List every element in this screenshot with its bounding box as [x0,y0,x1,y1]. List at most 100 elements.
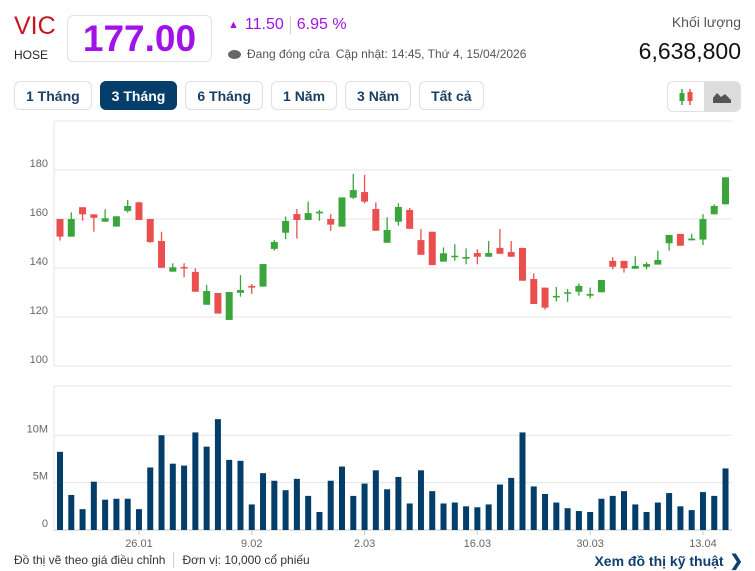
volume-bar [113,498,120,530]
candle-body [507,252,515,257]
range-selector: 1 Tháng 3 Tháng 6 Tháng 1 Năm 3 Năm Tất cả [14,81,484,110]
candle-down [372,202,380,231]
volume-bar [226,459,233,530]
candle-body [609,260,617,267]
change-value: 11.50 [244,16,284,33]
candle-body [236,290,244,293]
volume-bar [429,491,436,530]
candle-down [609,257,617,270]
candle-body [688,238,696,241]
candle-body [440,253,448,262]
volume-bar [530,486,537,530]
candle-body [293,214,301,220]
volume-bar [135,509,142,530]
candle-up [236,275,244,297]
candle-body [169,267,177,272]
volume-bar [677,506,684,530]
chart-type-toggle [667,81,741,112]
candle-up [699,214,707,245]
candle-down [327,214,335,231]
candle-down [406,207,414,229]
candle-up [575,283,583,296]
candle-up [349,173,357,199]
candle-down [56,219,64,241]
candle-up [101,209,109,222]
candle-body [203,291,211,305]
volume-bar [282,490,289,530]
candle-up [586,287,594,299]
volume-bar [327,480,334,530]
candle-down [90,214,98,232]
candle-body [191,271,199,292]
price-tick-label: 160 [30,207,48,219]
candle-up [225,292,233,320]
area-chart-button[interactable] [704,82,740,111]
candle-body [643,264,651,267]
candle-body [586,293,594,296]
volume-bar [339,466,345,530]
volume-bar [688,510,695,530]
range-button-0[interactable]: 1 Tháng [14,81,92,110]
range-button-4[interactable]: 3 Năm [345,81,412,110]
current-price: 177.00 [67,15,212,62]
candle-body [665,234,673,244]
candle-down [158,231,166,268]
candle-down [676,233,684,246]
volume-bar [417,470,424,530]
candle-down [473,249,481,265]
candle-down [146,219,154,243]
range-button-3[interactable]: 1 Năm [271,81,338,110]
volume-bar [214,419,221,530]
candle-up [688,233,696,241]
candle-up [169,263,177,272]
range-button-2[interactable]: 6 Tháng [185,81,264,110]
candle-body [338,197,346,227]
volume-bar [248,504,255,530]
candlestick-series [56,173,730,320]
volume-bar [192,432,199,530]
volume-bar [553,502,560,530]
candle-down [620,260,628,273]
candle-body [112,216,120,227]
chart-footnote: Đồ thị vẽ theo giá điều chỉnh Đơn vị: 10… [14,552,310,568]
ticker-symbol: VIC [14,12,56,40]
candle-up [462,248,470,265]
volume-bar [260,473,267,530]
candle-up [338,197,346,227]
status-dot-icon [228,49,241,59]
candle-up [631,256,639,269]
candle-body [541,287,549,308]
candle-body [56,219,64,237]
candle-down [79,207,87,221]
candle-body [270,242,278,249]
exchange-label: HOSE [14,48,49,62]
chart-grid [53,120,732,535]
volume-bar [158,435,165,530]
candle-body [631,266,639,269]
volume-bar [666,493,673,530]
candle-body [462,256,470,259]
candle-body [451,255,459,258]
technical-chart-link[interactable]: Xem đồ thị kỹ thuật ❯ [594,551,743,571]
volume-bar [519,432,526,530]
candlestick-chart-button[interactable] [668,82,704,111]
volume-bar [147,467,154,530]
candle-down [507,241,515,257]
range-button-1[interactable]: 3 Tháng [99,81,178,110]
candle-up [112,216,120,227]
candle-up [654,250,662,265]
volume-bar [463,506,470,530]
date-tick-label: 26.01 [125,538,153,550]
candle-body [676,233,684,246]
volume-bar [643,512,650,530]
range-button-5[interactable]: Tất cả [419,81,484,110]
candle-body [101,218,109,222]
price-tick-label: 140 [30,256,48,268]
candle-down [214,292,222,314]
candle-up [304,201,312,220]
candle-body [361,192,369,202]
volume-bar [372,470,379,530]
date-tick-label: 2.03 [354,538,375,550]
date-tick-label: 13.04 [689,538,717,550]
